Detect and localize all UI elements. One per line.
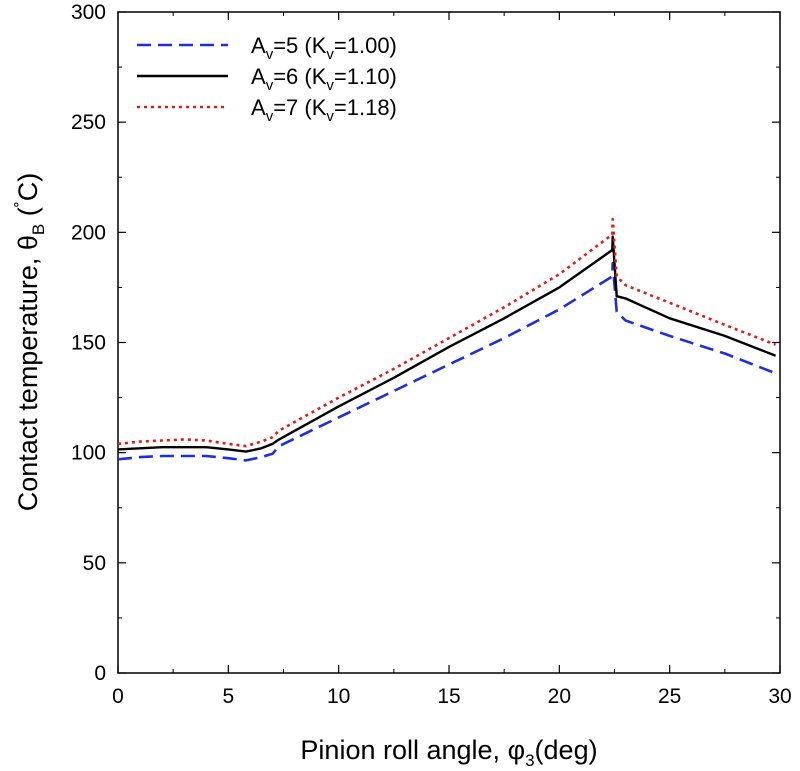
x-tick-label: 15 <box>437 685 460 708</box>
plot-frame <box>117 11 781 674</box>
y-tick-label: 50 <box>83 552 106 575</box>
y-axis-title-sub: B <box>29 224 48 235</box>
x-tick-label: 25 <box>658 685 681 708</box>
y-tick-label: 0 <box>94 662 106 685</box>
y-tick-label: 250 <box>71 111 106 134</box>
legend-label-part: =7 (K <box>273 95 327 120</box>
x-tick-label: 30 <box>768 685 791 708</box>
legend-label-part: =6 (K <box>273 64 327 89</box>
legend-label-3: Av=7 (Kv=1.18) <box>251 95 397 125</box>
legend-label-part: v <box>326 108 334 125</box>
series-lines <box>117 217 777 462</box>
legend-label-part: A <box>251 33 266 58</box>
legend-label-part: =1.00) <box>334 33 397 58</box>
legend-label-1: Av=5 (Kv=1.00) <box>251 33 397 63</box>
legend-label-part: =1.18) <box>334 95 397 120</box>
x-tick-label: 5 <box>222 685 234 708</box>
y-tick-label: 200 <box>71 221 106 244</box>
x-axis-title-main: Pinion roll angle, <box>300 735 507 765</box>
y-axis-title-group: Contact temperature, θB (˚C) <box>13 173 48 512</box>
legend-label-part: =1.10) <box>334 64 397 89</box>
y-axis-title-symbol: θ <box>13 235 43 250</box>
series-line-2 <box>117 235 777 453</box>
series-line-1 <box>117 261 777 462</box>
y-tick-label: 100 <box>71 442 106 465</box>
axis-ticks <box>117 11 781 674</box>
legend-label-part: v <box>266 108 274 125</box>
legend-label-part: =5 (K <box>273 33 327 58</box>
series-line-3 <box>117 217 777 448</box>
x-axis-title-symbol: φ <box>508 735 526 765</box>
y-axis-title-main: Contact temperature, <box>13 250 43 511</box>
legend-label-part: v <box>326 77 334 94</box>
y-tick-label: 300 <box>71 1 106 24</box>
x-axis-title-sub: 3 <box>525 751 534 770</box>
x-tick-label: 20 <box>548 685 571 708</box>
y-axis-title: Contact temperature, θB (˚C) <box>13 173 48 512</box>
x-axis-title-unit: (deg) <box>535 735 598 765</box>
legend-label-part: v <box>266 77 274 94</box>
y-axis-title-unit-close: ) <box>13 173 43 182</box>
y-axis-title-unit-open: ( <box>13 207 43 224</box>
legend-label-part: A <box>251 95 266 120</box>
x-tick-label: 0 <box>112 685 124 708</box>
x-axis-title: Pinion roll angle, φ3(deg) <box>300 735 597 770</box>
x-tick-label: 10 <box>327 685 350 708</box>
y-tick-label: 150 <box>71 332 106 355</box>
y-axis-title-degree: ˚ <box>13 201 33 207</box>
legend-label-part: A <box>251 64 266 89</box>
legend-label-part: v <box>326 46 334 63</box>
legend: Av=5 (Kv=1.00)Av=6 (Kv=1.10)Av=7 (Kv=1.1… <box>137 33 397 125</box>
legend-label-2: Av=6 (Kv=1.10) <box>251 64 397 94</box>
legend-label-part: v <box>266 46 274 63</box>
y-axis-title-unit-letter: C <box>13 182 43 202</box>
